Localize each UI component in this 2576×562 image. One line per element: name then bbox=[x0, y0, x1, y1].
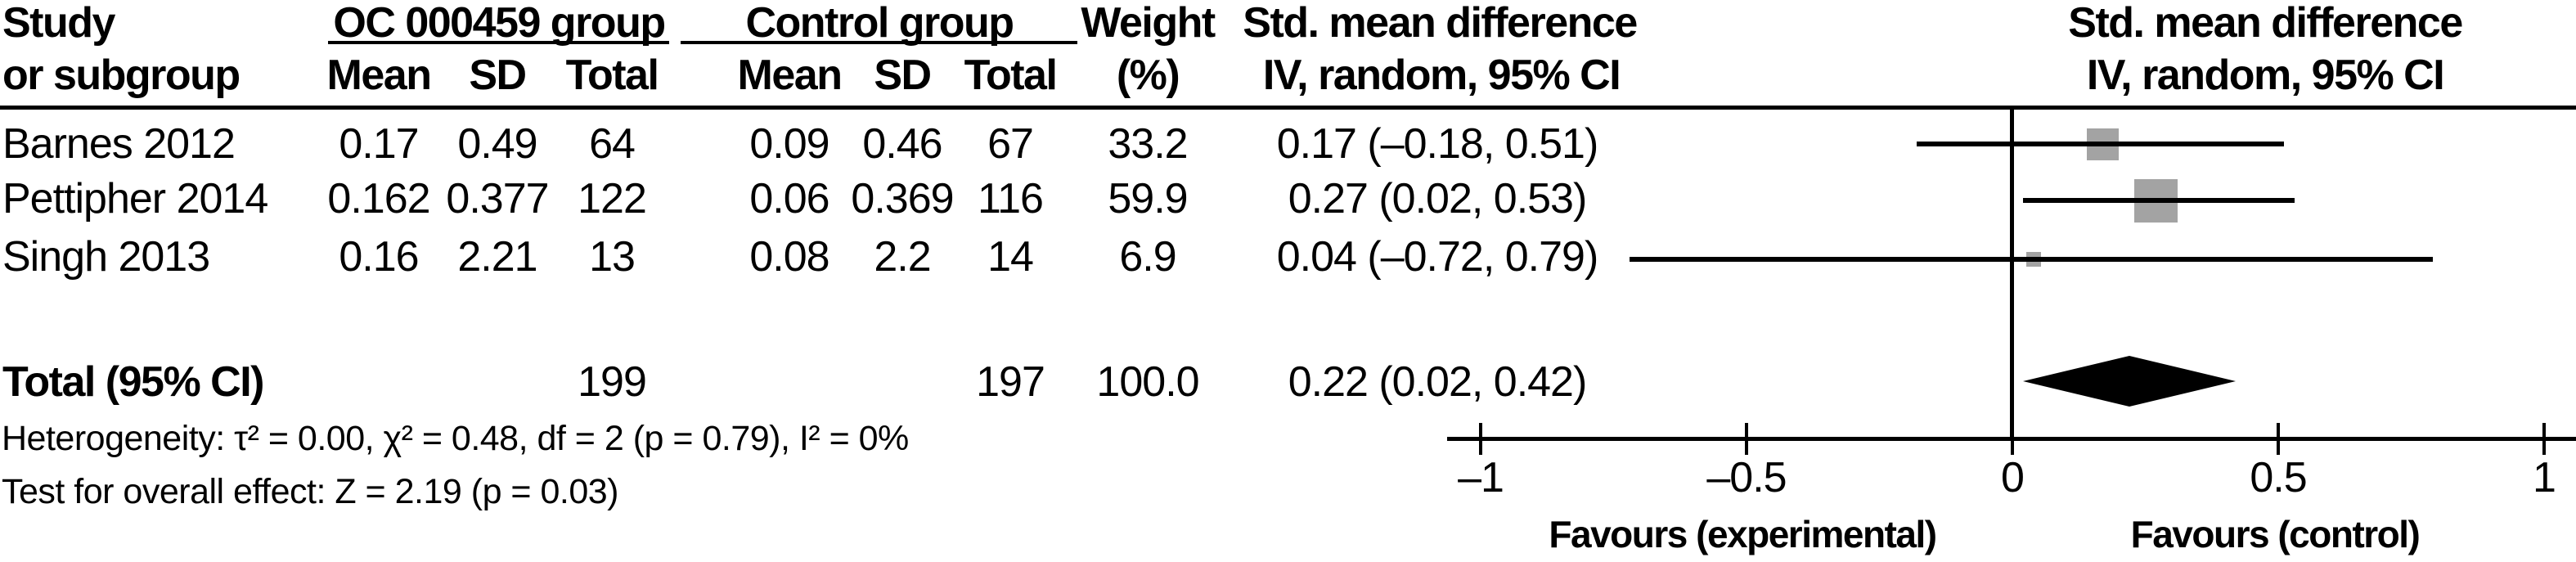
total1-value: 13 bbox=[589, 233, 636, 281]
study-label: Singh 2013 bbox=[2, 233, 210, 281]
axis-tick-mark bbox=[2277, 423, 2280, 455]
axis-tick-label: 0.5 bbox=[2250, 454, 2307, 501]
total1-value: 122 bbox=[578, 175, 647, 223]
axis-tick-mark bbox=[1745, 423, 1748, 455]
mean2-value: 0.08 bbox=[749, 233, 829, 281]
favours-experimental-label: Favours (experimental) bbox=[1549, 513, 1937, 555]
study-ci-line bbox=[1630, 257, 2433, 262]
group1-total-header: Total bbox=[565, 52, 659, 99]
axis-tick-label: 0 bbox=[2001, 454, 2025, 501]
study-label: Barnes 2012 bbox=[2, 120, 236, 168]
mean2-value: 0.09 bbox=[749, 120, 829, 168]
sd2-value: 0.46 bbox=[862, 120, 942, 168]
total-diamond bbox=[2023, 356, 2236, 407]
study-ci-line bbox=[1917, 142, 2284, 146]
mean1-value: 0.16 bbox=[339, 233, 419, 281]
study-label: Pettipher 2014 bbox=[2, 175, 268, 223]
mean1-value: 0.162 bbox=[327, 175, 430, 223]
ci-text-value: 0.27 (0.02, 0.53) bbox=[1288, 175, 1588, 223]
total-ci-text: 0.22 (0.02, 0.42) bbox=[1288, 358, 1588, 406]
sd1-value: 0.377 bbox=[446, 175, 549, 223]
study-ci-line bbox=[2023, 198, 2295, 203]
study-col-header-line1: Study bbox=[2, 0, 115, 47]
total-weight: 100.0 bbox=[1096, 358, 1199, 406]
favours-control-label: Favours (control) bbox=[2130, 513, 2421, 555]
sd1-value: 0.49 bbox=[457, 120, 537, 168]
weight-header-line2: (%) bbox=[1116, 52, 1180, 99]
total2-value: 116 bbox=[978, 175, 1044, 223]
sd2-value: 2.2 bbox=[874, 233, 931, 281]
heterogeneity-note: Heterogeneity: τ² = 0.00, χ² = 0.48, df … bbox=[2, 419, 909, 458]
total-row-label: Total (95% CI) bbox=[2, 358, 264, 406]
sd2-value: 0.369 bbox=[851, 175, 954, 223]
weight-value: 33.2 bbox=[1108, 120, 1188, 168]
group2-header: Control group bbox=[745, 0, 1014, 47]
total2-sum: 197 bbox=[976, 358, 1045, 406]
axis-tick-mark bbox=[2011, 423, 2014, 455]
plot-header-line2: IV, random, 95% CI bbox=[2086, 52, 2445, 99]
header-separator-line bbox=[0, 106, 2576, 110]
group1-underline bbox=[328, 41, 669, 44]
group2-total-header: Total bbox=[964, 52, 1058, 99]
group2-sd-header: SD bbox=[874, 52, 932, 99]
total1-value: 64 bbox=[589, 120, 636, 168]
mean2-value: 0.06 bbox=[749, 175, 829, 223]
group1-header: OC 000459 group bbox=[333, 0, 666, 47]
ci-text-value: 0.17 (–0.18, 0.51) bbox=[1276, 120, 1599, 168]
mean1-value: 0.17 bbox=[339, 120, 419, 168]
group2-underline bbox=[681, 41, 1077, 44]
weight-header-line1: Weight bbox=[1081, 0, 1216, 47]
smd-header-line1: Std. mean difference bbox=[1243, 0, 1638, 47]
weight-value: 59.9 bbox=[1108, 175, 1188, 223]
plot-header-line1: Std. mean difference bbox=[2068, 0, 2463, 47]
group1-mean-header: Mean bbox=[326, 52, 432, 99]
weight-value: 6.9 bbox=[1119, 233, 1176, 281]
total1-sum: 199 bbox=[578, 358, 647, 406]
group1-sd-header: SD bbox=[469, 52, 527, 99]
zero-reference-line bbox=[2010, 110, 2014, 441]
axis-tick-label: –0.5 bbox=[1706, 454, 1787, 501]
total2-value: 67 bbox=[987, 120, 1034, 168]
total2-value: 14 bbox=[987, 233, 1034, 281]
axis-tick-label: –1 bbox=[1458, 454, 1504, 501]
study-col-header-line2: or subgroup bbox=[2, 52, 241, 99]
axis-tick-mark bbox=[2542, 423, 2546, 455]
ci-text-value: 0.04 (–0.72, 0.79) bbox=[1276, 233, 1599, 281]
group2-mean-header: Mean bbox=[737, 52, 843, 99]
axis-tick-label: 1 bbox=[2533, 454, 2556, 501]
overall-effect-note: Test for overall effect: Z = 2.19 (p = 0… bbox=[2, 472, 619, 511]
smd-header-line2: IV, random, 95% CI bbox=[1262, 52, 1621, 99]
axis-tick-mark bbox=[1479, 423, 1482, 455]
sd1-value: 2.21 bbox=[457, 233, 537, 281]
